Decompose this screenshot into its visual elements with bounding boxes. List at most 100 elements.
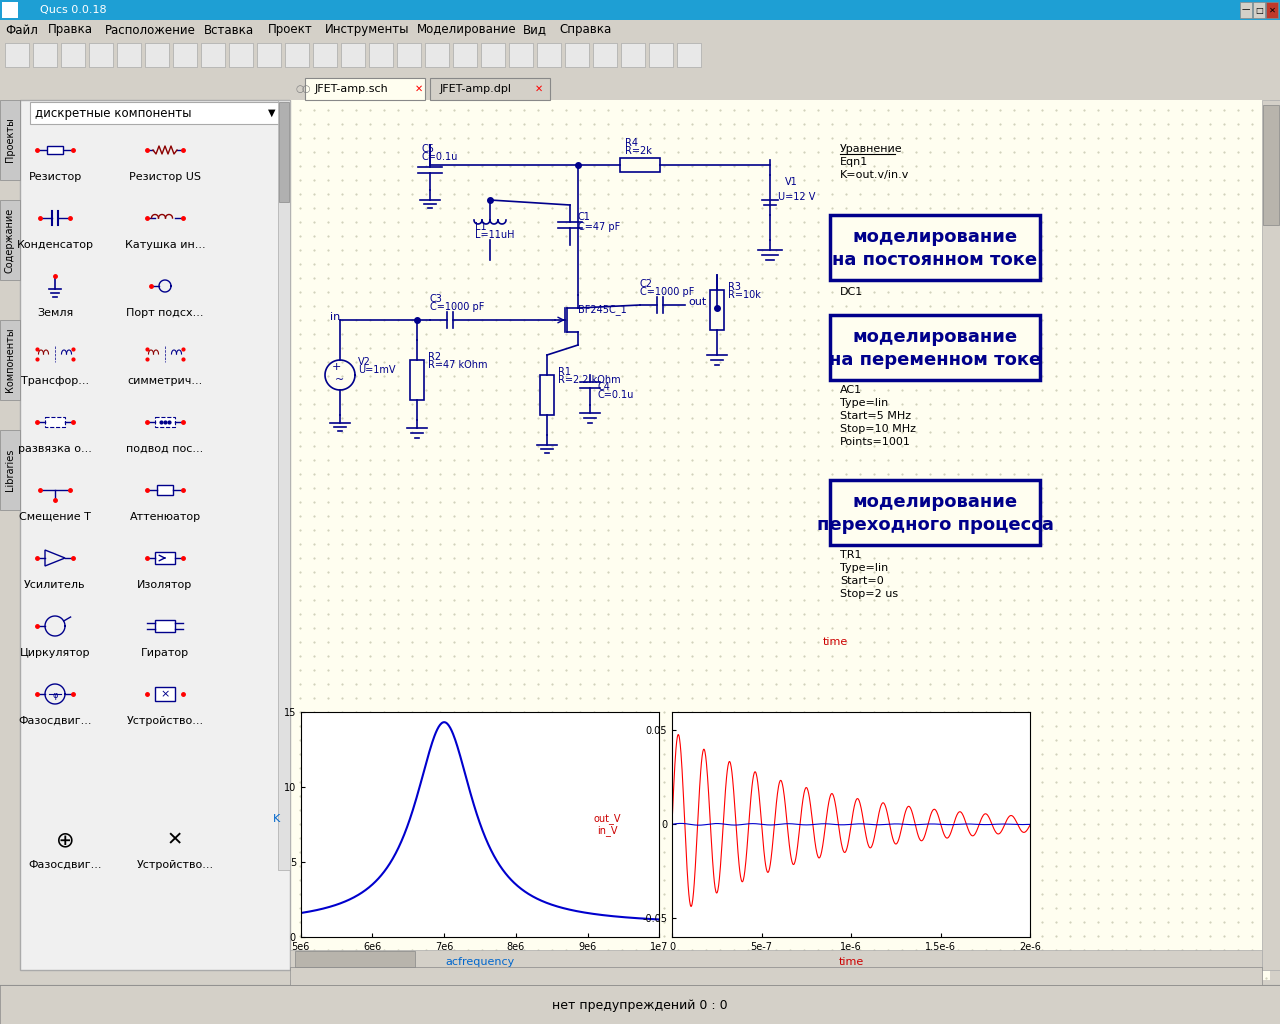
Text: Порт подсх...: Порт подсх... [127,308,204,318]
Bar [145,43,169,67]
Text: ○: ○ [302,84,311,94]
Bar [278,100,291,870]
Text: AC1: AC1 [840,385,863,395]
Bar [1262,100,1280,970]
Text: Libraries: Libraries [5,449,15,492]
Text: in: in [330,312,340,322]
Text: симметрич...: симметрич... [128,376,202,386]
Bar [369,43,393,67]
Text: Усилитель: Усилитель [24,580,86,590]
Text: подвод пос...: подвод пос... [127,444,204,454]
Bar [285,43,308,67]
Text: JFET-amp.sch: JFET-amp.sch [315,84,389,94]
Text: Циркулятор: Циркулятор [19,648,91,658]
Text: Вид: Вид [524,24,547,37]
Bar [620,158,660,172]
Text: Конденсатор: Конденсатор [17,240,93,250]
Text: Устройство...: Устройство... [137,860,214,870]
Text: Проект: Проект [268,24,312,37]
Bar [201,43,225,67]
Text: DC1: DC1 [840,287,863,297]
Y-axis label: K: K [273,814,280,824]
Text: R1: R1 [558,367,571,377]
Text: L1: L1 [475,222,486,232]
Text: Справка: Справка [559,24,612,37]
Bar [0,100,20,180]
Text: U=12 V: U=12 V [778,193,815,202]
Bar [61,43,84,67]
Bar [1240,2,1252,18]
Text: Аттенюатор: Аттенюатор [129,512,201,522]
Bar [20,100,291,970]
Bar [173,43,197,67]
Text: C4: C4 [598,382,611,392]
Text: Eqn1: Eqn1 [840,157,868,167]
Text: Катушка ин...: Катушка ин... [124,240,205,250]
Text: на постоянном токе: на постоянном токе [832,251,1038,269]
Bar [257,43,282,67]
Bar [155,620,175,632]
Text: моделирование: моделирование [852,493,1018,511]
Text: TR1: TR1 [840,550,861,560]
Text: V2: V2 [358,357,371,367]
Text: моделирование: моделирование [852,228,1018,246]
Bar [314,43,337,67]
Bar [29,102,280,124]
Text: ✕: ✕ [535,84,543,94]
Bar [45,417,65,427]
Bar [0,985,1280,1024]
FancyBboxPatch shape [829,315,1039,380]
Text: C5: C5 [422,144,435,154]
Bar [540,375,554,415]
Text: на переменном токе: на переменном токе [829,351,1041,369]
Text: Устройство...: Устройство... [127,716,204,726]
Text: C1: C1 [579,212,591,222]
Text: U=1mV: U=1mV [358,365,396,375]
Bar [47,146,63,154]
Bar [340,43,365,67]
Bar [0,20,1280,40]
Text: Земля: Земля [37,308,73,318]
Y-axis label: out_V
in_V: out_V in_V [594,813,621,836]
Text: —: — [1242,5,1251,14]
Bar [0,319,20,400]
Text: Проекты: Проекты [5,118,15,163]
Text: φ: φ [52,691,58,700]
Text: +: + [332,362,342,372]
Text: Резистор US: Резистор US [129,172,201,182]
Bar [155,687,175,701]
Text: Инструменты: Инструменты [325,24,410,37]
Text: ✕: ✕ [166,830,183,850]
Bar [1253,2,1265,18]
Text: ▼: ▼ [268,108,275,118]
Bar [291,950,1262,968]
Bar [291,967,1262,985]
Bar [410,360,424,400]
X-axis label: acfrequency: acfrequency [445,957,515,968]
Bar [621,43,645,67]
Text: Вставка: Вставка [204,24,255,37]
Text: L=11uH: L=11uH [475,230,515,240]
FancyBboxPatch shape [829,480,1039,545]
Bar [116,43,141,67]
Text: Моделирование: Моделирование [417,24,517,37]
Bar [0,430,20,510]
Text: Type=lin: Type=lin [840,398,888,408]
Text: C=47 pF: C=47 pF [579,222,621,232]
Text: Stop=2 us: Stop=2 us [840,589,899,599]
Bar [425,43,449,67]
Text: Компоненты: Компоненты [5,328,15,392]
Text: Уравнение: Уравнение [840,144,902,154]
Text: Фазосдвиг...: Фазосдвиг... [28,860,101,870]
Text: K=out.v/in.v: K=out.v/in.v [840,170,909,180]
Text: C=1000 pF: C=1000 pF [640,287,694,297]
Bar [3,2,18,18]
Bar [0,40,1280,78]
Text: Type=lin: Type=lin [840,563,888,573]
Text: Stop=10 MHz: Stop=10 MHz [840,424,916,434]
Text: Правка: Правка [49,24,93,37]
Bar [90,43,113,67]
Text: C=0.1u: C=0.1u [422,152,458,162]
Text: R=10k: R=10k [728,290,760,300]
Text: R3: R3 [728,282,741,292]
